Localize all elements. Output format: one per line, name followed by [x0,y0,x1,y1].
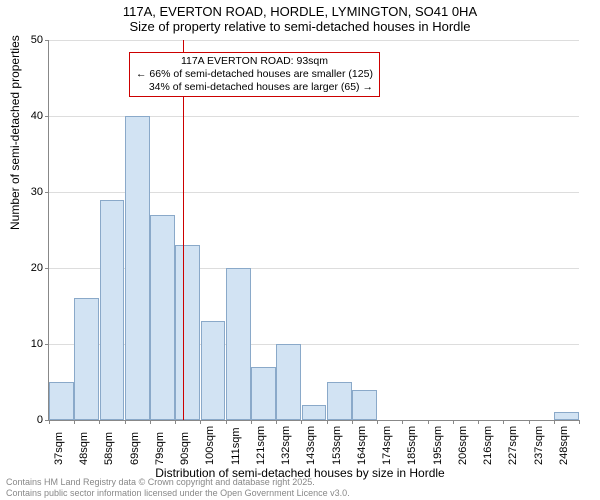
x-tick-mark [428,420,429,424]
footer: Contains HM Land Registry data © Crown c… [6,477,350,498]
y-tick-mark [45,192,49,193]
x-tick-label: 237sqm [533,426,545,465]
chart: 0102030405037sqm48sqm58sqm69sqm79sqm90sq… [48,40,578,420]
bar [554,412,579,420]
x-tick-label: 216sqm [482,426,494,465]
x-tick-label: 185sqm [406,426,418,465]
footer-line2: Contains public sector information licen… [6,488,350,498]
x-tick-label: 100sqm [204,426,216,465]
x-tick-label: 227sqm [507,426,519,465]
x-tick-mark [150,420,151,424]
x-tick-label: 206sqm [457,426,469,465]
x-tick-mark [554,420,555,424]
x-tick-mark [352,420,353,424]
y-tick-label: 30 [15,186,43,198]
x-tick-label: 90sqm [179,432,191,465]
bar [352,390,377,420]
x-tick-label: 121sqm [255,426,267,465]
x-tick-mark [579,420,580,424]
info-line3: 34% of semi-detached houses are larger (… [136,81,373,94]
x-tick-mark [453,420,454,424]
x-tick-mark [175,420,176,424]
x-tick-mark [226,420,227,424]
x-tick-mark [529,420,530,424]
x-tick-label: 111sqm [230,427,242,465]
x-tick-mark [200,420,201,424]
info-line1: 117A EVERTON ROAD: 93sqm [136,55,373,68]
x-tick-label: 58sqm [103,432,115,465]
bar [175,245,200,420]
x-tick-label: 174sqm [381,426,393,465]
x-tick-mark [503,420,504,424]
x-tick-label: 37sqm [53,432,65,465]
gridline [49,40,579,41]
x-tick-label: 69sqm [129,432,141,465]
x-tick-label: 79sqm [154,432,166,465]
x-tick-mark [327,420,328,424]
y-tick-label: 50 [15,34,43,46]
bar [276,344,301,420]
footer-line1: Contains HM Land Registry data © Crown c… [6,477,350,487]
bar [327,382,352,420]
reference-info-box: 117A EVERTON ROAD: 93sqm← 66% of semi-de… [129,52,380,97]
y-tick-label: 0 [15,414,43,426]
x-tick-label: 143sqm [305,426,317,465]
x-tick-mark [251,420,252,424]
x-tick-mark [99,420,100,424]
bar [150,215,175,420]
title-line2: Size of property relative to semi-detach… [0,19,600,34]
title-line1: 117A, EVERTON ROAD, HORDLE, LYMINGTON, S… [0,0,600,19]
y-tick-mark [45,40,49,41]
bar [201,321,226,420]
x-tick-label: 48sqm [78,432,90,465]
y-tick-label: 40 [15,110,43,122]
x-tick-mark [301,420,302,424]
bar [125,116,150,420]
x-tick-label: 132sqm [280,426,292,465]
bar [226,268,251,420]
y-tick-label: 20 [15,262,43,274]
x-tick-label: 195sqm [432,426,444,465]
x-tick-mark [49,420,50,424]
x-tick-mark [478,420,479,424]
x-tick-mark [125,420,126,424]
bar [74,298,99,420]
x-tick-mark [74,420,75,424]
bar [49,382,74,420]
y-tick-mark [45,116,49,117]
bar [100,200,125,420]
x-tick-label: 248sqm [558,426,570,465]
x-tick-mark [402,420,403,424]
x-tick-mark [276,420,277,424]
plot-area: 0102030405037sqm48sqm58sqm69sqm79sqm90sq… [48,40,579,421]
x-tick-label: 164sqm [356,426,368,465]
y-axis-label: Number of semi-detached properties [8,35,22,230]
info-line2: ← 66% of semi-detached houses are smalle… [136,68,373,81]
y-tick-mark [45,344,49,345]
y-tick-mark [45,268,49,269]
y-tick-label: 10 [15,338,43,350]
x-tick-label: 153sqm [331,426,343,465]
bar [302,405,327,420]
bar [251,367,276,420]
x-tick-mark [377,420,378,424]
